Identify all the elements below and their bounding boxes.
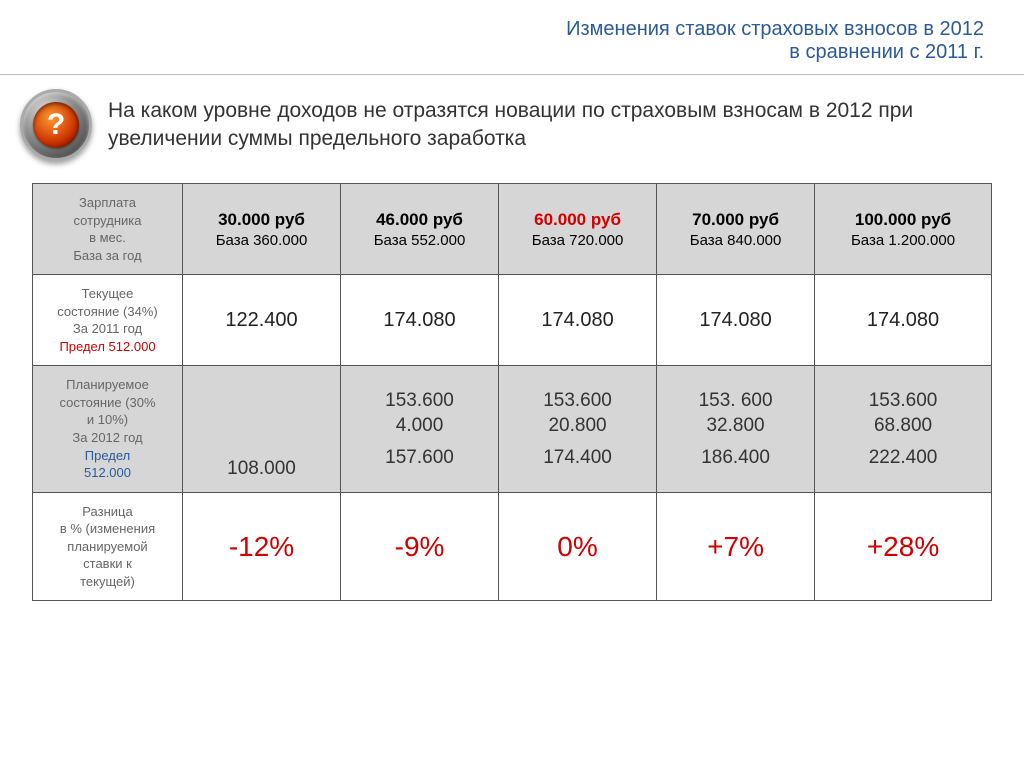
- col-header-0: 30.000 рубБаза 360.000: [183, 184, 341, 275]
- plan-4: 153.600 68.800 222.400: [815, 366, 992, 492]
- plan-2: 153.600 20.800 174.400: [499, 366, 657, 492]
- col-header-2: 60.000 рубБаза 720.000: [499, 184, 657, 275]
- diff-4: +28%: [815, 492, 992, 601]
- cur-1: 174.080: [341, 275, 499, 366]
- col-header-3: 70.000 рубБаза 840.000: [657, 184, 815, 275]
- cur-2: 174.080: [499, 275, 657, 366]
- question-icon: ?: [20, 89, 92, 161]
- table-header-row: Зарплата сотрудника в мес. База за год 3…: [33, 184, 992, 275]
- cur-0: 122.400: [183, 275, 341, 366]
- diff-0: -12%: [183, 492, 341, 601]
- row-planned: Планируемое состояние (30% и 10%) За 201…: [33, 366, 992, 492]
- header-label: Зарплата сотрудника в мес. База за год: [33, 184, 183, 275]
- row-diff-label: Разница в % (изменения планируемой ставк…: [33, 492, 183, 601]
- col-header-4: 100.000 рубБаза 1.200.000: [815, 184, 992, 275]
- question-glyph: ?: [33, 102, 79, 148]
- comparison-table: Зарплата сотрудника в мес. База за год 3…: [32, 183, 992, 601]
- diff-1: -9%: [341, 492, 499, 601]
- row-current-label: Текущее состояние (34%) За 2011 год Пред…: [33, 275, 183, 366]
- subtitle-text: На каком уровне доходов не отразятся нов…: [108, 97, 1004, 154]
- plan-1: 153.600 4.000 157.600: [341, 366, 499, 492]
- slide-title: Изменения ставок страховых взносов в 201…: [0, 0, 1024, 75]
- plan-0: 108.000: [183, 366, 341, 492]
- row-diff: Разница в % (изменения планируемой ставк…: [33, 492, 992, 601]
- subtitle-row: ? На каком уровне доходов не отразятся н…: [0, 83, 1024, 175]
- diff-2: 0%: [499, 492, 657, 601]
- cur-3: 174.080: [657, 275, 815, 366]
- row-current: Текущее состояние (34%) За 2011 год Пред…: [33, 275, 992, 366]
- plan-3: 153. 600 32.800 186.400: [657, 366, 815, 492]
- col-header-1: 46.000 рубБаза 552.000: [341, 184, 499, 275]
- title-line2: в сравнении с 2011 г.: [789, 41, 984, 63]
- row-planned-label: Планируемое состояние (30% и 10%) За 201…: [33, 366, 183, 492]
- diff-3: +7%: [657, 492, 815, 601]
- title-line1: Изменения ставок страховых взносов в 201…: [566, 18, 984, 40]
- cur-4: 174.080: [815, 275, 992, 366]
